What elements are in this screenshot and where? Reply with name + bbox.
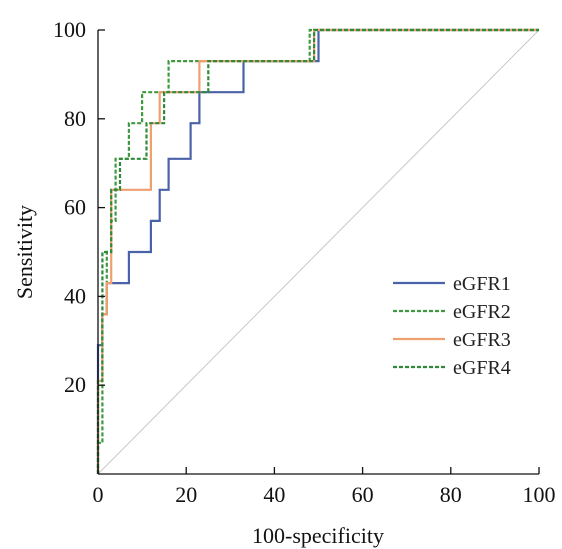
legend: eGFR1 eGFR2 eGFR3 eGFR4	[393, 273, 511, 379]
legend-label-egfr1: eGFR1	[453, 273, 511, 295]
x-axis-label: 100-specificity	[252, 523, 384, 548]
legend-label-egfr2: eGFR2	[453, 301, 511, 323]
legend-label-egfr4: eGFR4	[453, 357, 511, 379]
x-tick-label: 60	[352, 482, 374, 507]
x-tick-label: 0	[93, 482, 104, 507]
x-tick-label: 20	[175, 482, 197, 507]
x-tick-label: 80	[440, 482, 462, 507]
series-line-egfr4	[96, 28, 539, 474]
axes: 0 20 40 60 80 100 20 40 60 80 100	[53, 17, 556, 507]
x-tick-label: 40	[263, 482, 285, 507]
y-tick-label: 20	[64, 372, 86, 397]
x-tick-label: 100	[523, 482, 556, 507]
reference-diagonal	[97, 29, 540, 475]
y-tick-label: 100	[53, 17, 86, 42]
legend-label-egfr3: eGFR3	[453, 329, 511, 351]
y-axis-label: Sensitivity	[12, 205, 37, 299]
y-tick-label: 60	[64, 195, 86, 220]
plot-area	[96, 28, 540, 475]
y-tick-label: 40	[64, 283, 86, 308]
y-tick-label: 80	[64, 106, 86, 131]
